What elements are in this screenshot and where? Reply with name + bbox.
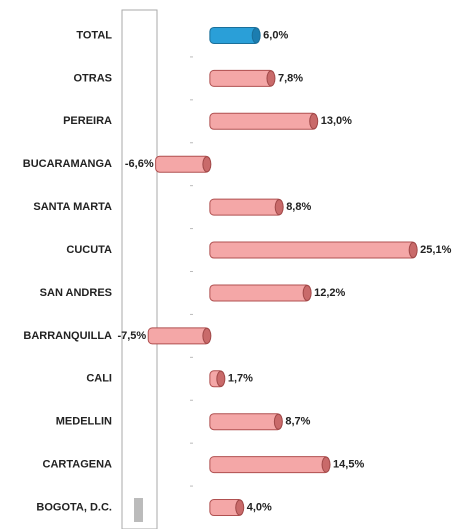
value-label: 6,0% — [263, 29, 288, 41]
bar-body — [147, 327, 211, 345]
bar-body — [209, 456, 330, 474]
bar — [147, 327, 212, 345]
bar — [209, 26, 261, 44]
y-tick-label: BUCARAMANGA — [23, 158, 112, 170]
bar-body — [209, 69, 275, 87]
bar-cap — [309, 113, 319, 130]
value-label: 14,5% — [333, 459, 364, 471]
bar-cap — [235, 499, 245, 516]
bar — [209, 112, 319, 130]
value-label: 25,1% — [420, 244, 451, 256]
y-tick-label: BARRANQUILLA — [23, 330, 112, 342]
bar — [209, 284, 312, 302]
bar-cap — [302, 284, 312, 301]
bar-cap — [251, 27, 261, 44]
bar — [209, 198, 284, 216]
value-label: 8,8% — [286, 201, 311, 213]
y-tick-label: PEREIRA — [63, 115, 112, 127]
y-tick-label: MEDELLIN — [56, 416, 112, 428]
value-label: 1,7% — [228, 373, 253, 385]
value-label: 8,7% — [285, 416, 310, 428]
bar — [209, 69, 276, 87]
bar-cap — [321, 456, 331, 473]
frame-box — [121, 9, 158, 529]
bar-body — [209, 112, 318, 130]
y-tick-label: OTRAS — [74, 72, 113, 84]
bar — [209, 499, 245, 517]
bar-cap — [273, 413, 283, 430]
bar — [209, 241, 418, 259]
value-label: 13,0% — [321, 115, 352, 127]
y-tick-label: TOTAL — [76, 29, 112, 41]
y-tick-label: SAN ANDRES — [40, 287, 112, 299]
bar-cap — [216, 370, 226, 387]
bar — [209, 370, 226, 388]
bar — [155, 155, 212, 173]
y-tick-label: CALI — [86, 373, 112, 385]
bar-body — [209, 198, 283, 216]
bar-cap — [202, 156, 212, 173]
bar-cap — [266, 70, 276, 87]
y-tick-label: BOGOTA, D.C. — [36, 501, 112, 513]
value-label: 4,0% — [247, 501, 272, 513]
bar-body — [209, 284, 311, 302]
value-label: 12,2% — [314, 287, 345, 299]
value-label: -6,6% — [125, 158, 154, 170]
value-label: -7,5% — [117, 330, 146, 342]
bar-cap — [408, 242, 418, 259]
bar-body — [209, 241, 417, 259]
bar-body — [155, 155, 211, 173]
bar — [209, 413, 283, 431]
y-tick-label: SANTA MARTA — [33, 201, 112, 213]
y-tick-label: CUCUTA — [66, 244, 112, 256]
decoration — [134, 498, 143, 522]
bar-cap — [274, 199, 284, 216]
y-tick-label: CARTAGENA — [43, 459, 113, 471]
bar — [209, 456, 331, 474]
bar-body — [209, 413, 282, 431]
value-label: 7,8% — [278, 72, 303, 84]
bar-cap — [202, 327, 212, 344]
